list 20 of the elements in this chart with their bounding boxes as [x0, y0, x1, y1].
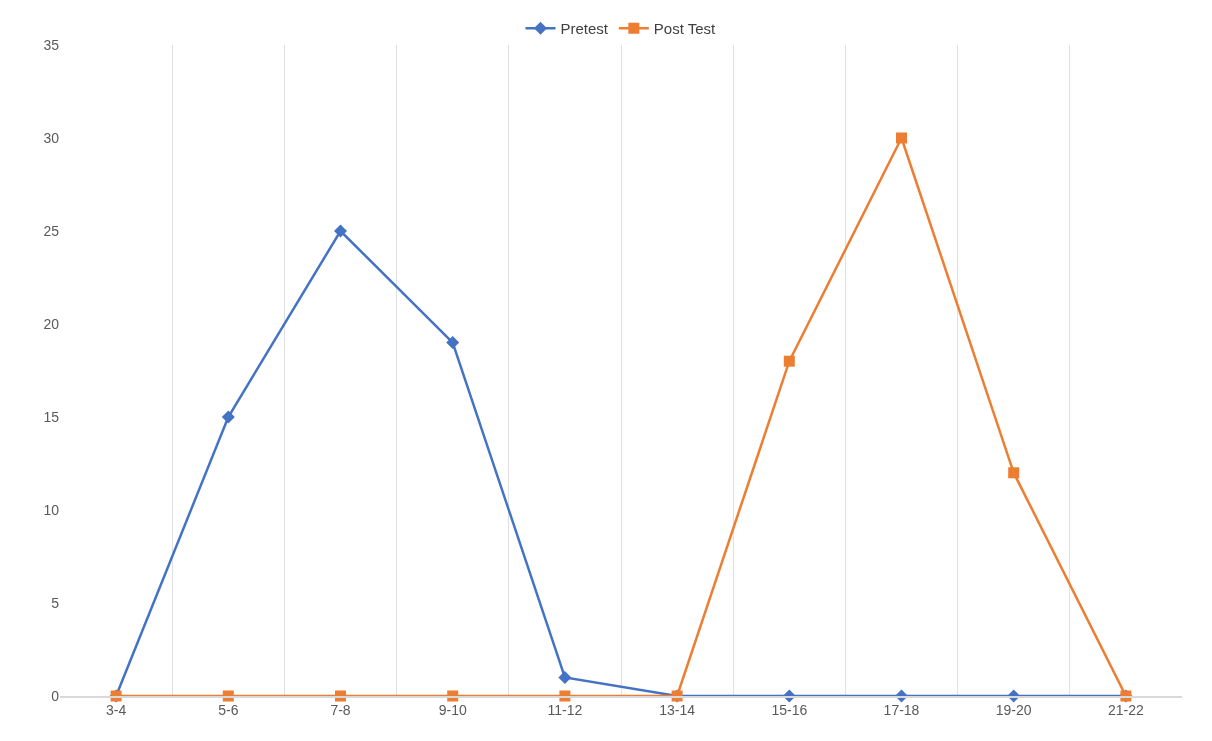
y-tick-label: 30 [43, 129, 60, 146]
y-tick-label: 0 [51, 687, 60, 704]
x-tick-label: 13-14 [659, 701, 696, 718]
x-tick-label: 9-10 [438, 701, 467, 718]
y-tick-label: 5 [51, 594, 60, 611]
legend-label: Post Test [653, 20, 717, 38]
y-tick-label: 20 [43, 315, 60, 332]
x-tick-label: 11-12 [547, 701, 583, 718]
y-tick-label: 35 [43, 36, 60, 53]
legend-label: Pretest [560, 20, 609, 38]
x-tick-label: 7-8 [330, 701, 351, 718]
x-tick-label: 17-18 [883, 701, 920, 718]
x-tick-label: 21-22 [1107, 701, 1145, 718]
y-tick-label: 25 [43, 222, 60, 239]
x-tick-label: 15-16 [771, 701, 808, 718]
x-tick-label: 3-4 [105, 701, 127, 718]
y-tick-label: 15 [43, 408, 60, 425]
x-tick-label: 5-6 [218, 701, 239, 718]
x-tick-label: 19-20 [995, 701, 1032, 718]
y-tick-label: 10 [43, 501, 60, 518]
